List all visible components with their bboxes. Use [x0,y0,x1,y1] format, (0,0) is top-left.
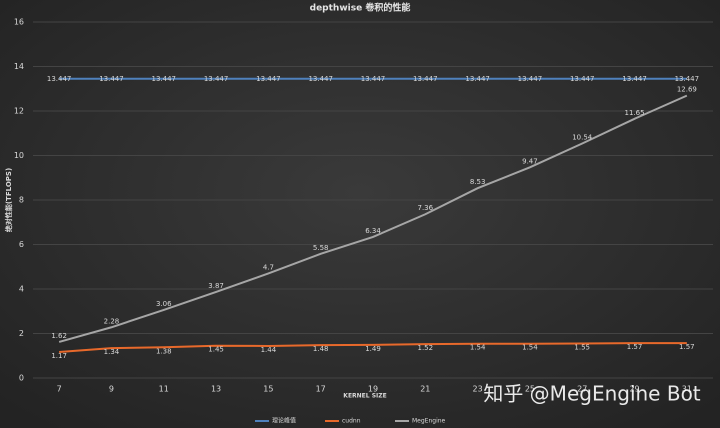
x-tick-label: 11 [159,385,169,394]
data-label: 1.17 [51,352,67,360]
data-label: 13.447 [675,75,700,83]
x-tick-label: 21 [420,385,430,394]
data-label: 2.28 [104,317,120,325]
data-label: 13.447 [518,75,543,83]
legend-label: cudnn [342,418,361,425]
data-label: 1.38 [156,347,172,355]
data-label: 3.06 [156,300,172,308]
y-tick-label: 16 [14,18,24,27]
x-tick-label: 13 [211,385,221,394]
data-label: 13.447 [465,75,490,83]
series-line [58,94,688,343]
y-tick-label: 0 [19,374,24,383]
x-tick-label: 29 [629,385,639,394]
y-tick-label: 8 [19,196,24,205]
data-label: 11.65 [625,109,645,117]
y-tick-label: 12 [14,107,24,116]
data-label: 10.54 [572,133,593,141]
x-tick-label: 27 [577,385,587,394]
data-label: 1.55 [574,344,590,352]
data-label: 1.57 [627,343,643,351]
data-label: 6.34 [365,227,381,235]
chart-title: depthwise 卷积的性能 [310,2,411,14]
data-label: 1.49 [365,345,381,353]
data-label: 13.447 [622,75,647,83]
data-label: 13.447 [47,75,72,83]
data-label: 12.69 [677,86,697,94]
data-label: 7.36 [418,204,434,212]
x-tick-label: 7 [57,385,62,394]
watermark: 知乎 @MegEngine Bot [483,382,700,406]
x-tick-label: 19 [368,385,378,394]
data-label: 13.447 [413,75,438,83]
legend-label: MegEngine [412,418,446,425]
data-label: 13.447 [308,75,333,83]
data-label: 5.58 [313,244,329,252]
x-tick-label: 9 [109,385,114,394]
x-tick-label: 25 [525,385,535,394]
legend-label: 理论峰值 [272,417,296,425]
y-tick-label: 10 [14,151,24,160]
y-tick-label: 6 [19,240,24,249]
series-line [59,342,687,353]
data-label: 1.54 [470,344,486,352]
data-label: 1.45 [208,346,224,354]
data-label: 1.62 [51,332,67,340]
data-label: 1.54 [522,344,538,352]
x-tick-label: 23 [473,385,483,394]
data-label: 9.47 [522,157,538,165]
x-axis-label: KERNEL SIZE [343,393,386,400]
y-tick-label: 4 [19,285,24,294]
data-label: 13.447 [570,75,595,83]
data-label: 1.57 [679,343,695,351]
data-label: 1.44 [261,346,277,354]
data-label: 1.52 [418,344,434,352]
data-label: 3.87 [208,282,224,290]
data-label: 13.447 [361,75,386,83]
data-label: 13.447 [99,75,124,83]
x-tick-label: 31 [682,385,692,394]
x-tick-label: 15 [263,385,273,394]
y-axis-label: 绝对性能(TFLOPS) [4,168,13,232]
data-label: 1.48 [313,345,329,353]
y-tick-label: 2 [19,329,24,338]
data-label: 4.7 [263,263,274,271]
data-label: 8.53 [470,178,486,186]
y-tick-label: 14 [14,62,24,71]
data-label: 13.447 [256,75,281,83]
data-label: 1.34 [104,348,120,356]
x-tick-label: 17 [316,385,326,394]
data-label: 13.447 [152,75,177,83]
data-label: 13.447 [204,75,229,83]
